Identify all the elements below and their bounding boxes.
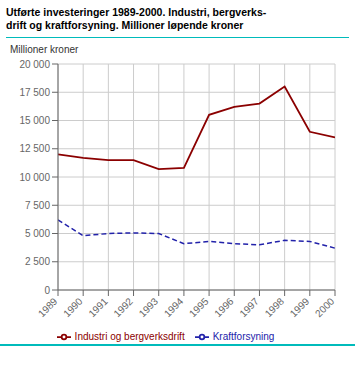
- svg-text:1996: 1996: [212, 295, 236, 319]
- svg-text:20 000: 20 000: [19, 59, 50, 70]
- html-text:drift og kraftforsyning. Milli: drift og kraftforsyning. Millioner løpen…: [6, 19, 244, 31]
- svg-text:1989: 1989: [36, 295, 60, 319]
- svg-text:0: 0: [44, 285, 50, 296]
- svg-text:17 500: 17 500: [19, 87, 50, 98]
- html-text:Utførte investeringer 1989-200: Utførte investeringer 1989-2000. Industr…: [6, 6, 267, 18]
- svg-text:5 000: 5 000: [25, 228, 50, 239]
- svg-text:7 500: 7 500: [25, 200, 50, 211]
- svg-text:1991: 1991: [86, 295, 110, 319]
- svg-text:1997: 1997: [237, 295, 261, 319]
- svg-text:1993: 1993: [137, 295, 161, 319]
- svg-text:15 000: 15 000: [19, 115, 50, 126]
- svg-text:1990: 1990: [61, 295, 85, 319]
- svg-text:2000: 2000: [313, 295, 337, 319]
- svg-text:1998: 1998: [263, 295, 287, 319]
- svg-text:10 000: 10 000: [19, 172, 50, 183]
- html-text:Industri og bergverksdrift: Industri og bergverksdrift: [74, 330, 185, 342]
- svg-text:2 500: 2 500: [25, 256, 50, 267]
- svg-text:1994: 1994: [162, 295, 186, 319]
- svg-text:12 500: 12 500: [19, 143, 50, 154]
- svg-text:1999: 1999: [288, 295, 312, 319]
- html-text:Kraftforsyning: Kraftforsyning: [212, 330, 275, 342]
- html-text:Millioner kroner: Millioner kroner: [10, 44, 79, 55]
- svg-text:1995: 1995: [187, 295, 211, 319]
- svg-text:1992: 1992: [111, 295, 135, 319]
